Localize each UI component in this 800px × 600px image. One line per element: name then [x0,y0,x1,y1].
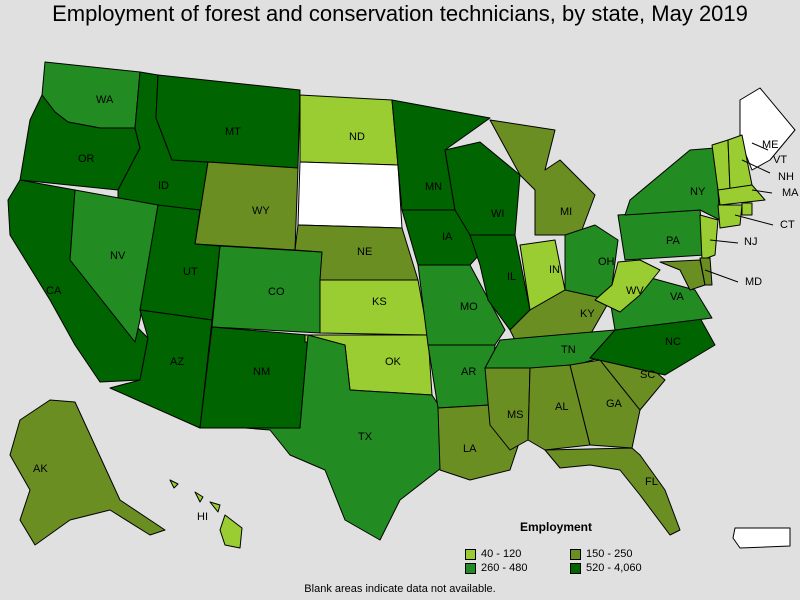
state-label-mi: MI [560,206,572,218]
state-label-nm: NM [253,366,270,378]
state-mt [155,74,301,169]
state-de [699,257,713,286]
state-nj [699,214,719,261]
legend-item-40-120: 40 - 120 [465,548,521,560]
legend-swatch [465,548,476,560]
label-leader-line [751,189,773,194]
legend-item-150-250: 150 - 250 [570,548,632,560]
state-tn [484,329,626,371]
state-ga [569,359,641,449]
state-ct [717,204,743,229]
legend-item-260-480: 260 - 480 [465,562,527,574]
footnote: Blank areas indicate data not available. [304,583,496,595]
state-label-ne: NE [357,246,372,258]
state-label-vt: VT [773,154,787,166]
state-label-or: OR [78,153,95,165]
state-wy [194,161,299,251]
legend-label: 40 - 120 [481,548,522,560]
state-label-wy: WY [252,205,270,217]
state-pr [732,527,791,549]
state-label-al: AL [555,401,568,413]
state-sd [297,161,403,229]
state-fl [544,447,681,536]
state-mo [417,264,506,346]
state-wv [594,259,661,313]
state-md [659,259,706,291]
state-nv [69,189,159,343]
state-label-ny: NY [690,186,706,198]
state-ms [484,367,531,451]
state-label-me: ME [762,139,779,151]
state-label-sc: SC [640,369,655,381]
state-label-ia: IA [442,231,453,243]
state-az [109,309,213,429]
legend-label: 150 - 250 [586,548,633,560]
state-label-pa: PA [666,235,681,247]
state-label-nc: NC [665,336,681,348]
state-nc [589,317,716,376]
state-label-nd: ND [349,131,365,143]
legend-label: 520 - 4,060 [586,562,642,574]
state-label-ok: OK [385,356,402,368]
state-label-ar: AR [461,366,476,378]
state-label-in: IN [549,264,560,276]
state-label-ms: MS [507,409,524,421]
state-ak [9,399,166,546]
state-label-hi: HI [197,511,208,523]
state-pa [617,209,706,261]
state-label-la: LA [463,443,477,455]
legend-label: 260 - 480 [481,562,528,574]
state-label-fl: FL [645,476,658,488]
state-hi [169,479,243,549]
state-label-mn: MN [425,181,442,193]
legend-swatch [570,548,581,560]
state-label-tn: TN [561,344,576,356]
state-label-wv: WV [626,285,644,297]
state-label-nv: NV [110,250,126,262]
state-label-ct: CT [780,219,795,231]
state-label-ak: AK [33,463,48,475]
state-label-ca: CA [46,285,62,297]
state-label-ga: GA [606,398,623,410]
state-ri [741,202,753,216]
state-label-ks: KS [372,296,387,308]
state-label-nj: NJ [744,236,757,248]
state-label-ut: UT [183,266,198,278]
state-label-il: IL [507,271,516,283]
state-label-wa: WA [96,94,114,106]
label-leader-line [741,159,771,174]
state-label-tx: TX [358,431,373,443]
state-al [527,364,591,451]
label-leader-line [751,142,769,151]
state-label-va: VA [670,291,685,303]
state-label-oh: OH [598,256,615,268]
label-leader-line [704,269,739,283]
state-mi [489,119,596,236]
state-ny [624,147,721,221]
label-leader-line [709,239,739,244]
legend-swatch [570,562,581,574]
label-leader-line [734,214,774,226]
map-title: Employment of forest and conservation te… [52,1,748,26]
state-label-co: CO [268,286,285,298]
state-label-nh: NH [778,171,794,183]
state-label-az: AZ [170,356,184,368]
legend-swatch [465,562,476,574]
state-label-id: ID [158,180,169,192]
state-label-mo: MO [460,301,478,313]
legend-title: Employment [520,520,593,534]
legend: Employment 40 - 120 150 - 250 260 - 480 … [465,520,695,580]
state-nd [299,94,399,166]
state-label-ky: KY [580,308,595,320]
state-co [211,245,323,334]
state-label-mt: MT [225,126,241,138]
legend-item-520-4060: 520 - 4,060 [570,562,642,574]
state-label-ma: MA [782,187,799,199]
state-label-wi: WI [491,208,504,220]
state-label-md: MD [745,276,762,288]
